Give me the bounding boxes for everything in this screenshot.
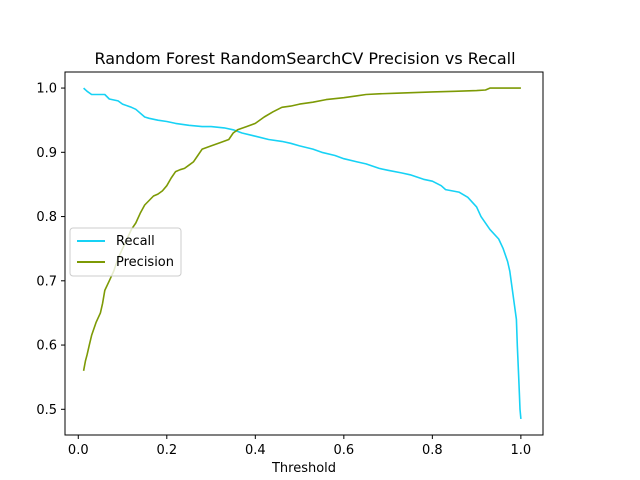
y-tick-label: 0.6 [36,339,57,354]
legend-precision-label: Precision [116,255,174,270]
y-tick-label: 0.9 [36,146,57,161]
y-tick-label: 0.8 [36,210,57,225]
x-tick-label: 0.0 [68,443,89,458]
legend-recall-label: Recall [116,234,155,249]
x-tick-label: 0.2 [156,443,177,458]
x-tick-label: 1.0 [511,443,532,458]
plot-area [64,71,544,436]
x-axis-ticks: 0.0 0.2 0.4 0.6 0.8 1.0 [68,435,531,458]
y-tick-label: 1.0 [36,82,57,97]
x-axis-label: Threshold [271,461,336,476]
legend: Recall Precision [69,227,182,277]
y-axis-ticks: 0.5 0.6 0.7 0.8 0.9 1.0 [36,82,65,418]
x-tick-label: 0.4 [245,443,266,458]
chart-title: Random Forest RandomSearchCV Precision v… [94,49,515,68]
plot-frame [64,71,544,436]
y-tick-label: 0.7 [36,274,57,289]
x-tick-label: 0.6 [333,443,354,458]
y-tick-label: 0.5 [36,403,57,418]
x-tick-label: 0.8 [422,443,443,458]
series-line-recall [83,87,522,419]
